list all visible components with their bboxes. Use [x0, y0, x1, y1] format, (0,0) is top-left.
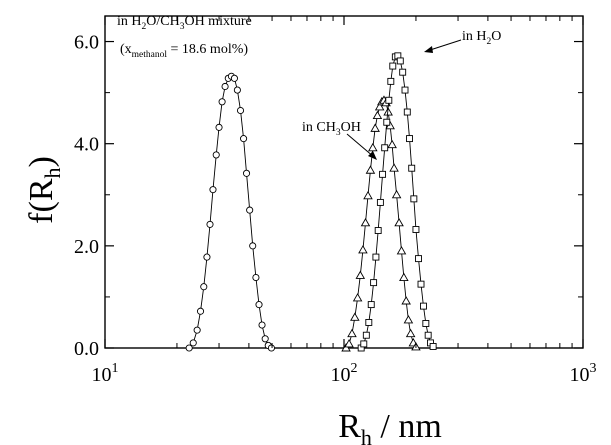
data-point-triangle — [389, 163, 399, 172]
x-tick-label: 101 — [92, 361, 119, 386]
data-point-square — [410, 195, 418, 203]
data-point-square — [379, 170, 387, 178]
data-point-square — [424, 331, 432, 339]
data-point-triangle — [399, 272, 409, 281]
data-point-square — [422, 320, 430, 327]
data-point-circle — [215, 123, 223, 131]
data-point-circle — [230, 74, 238, 82]
data-point-square — [367, 301, 375, 309]
data-point-triangle — [358, 245, 368, 254]
data-point-square — [415, 255, 422, 263]
data-point-circle — [267, 344, 275, 352]
data-point-square — [381, 144, 389, 152]
data-point-square — [399, 68, 407, 76]
data-point-circle — [203, 253, 211, 261]
x-axis-title: Rh / nm — [338, 408, 442, 445]
data-point-triangle — [344, 339, 354, 348]
data-point-circle — [246, 206, 254, 214]
data-point-square — [372, 253, 380, 261]
data-point-square — [412, 226, 420, 233]
data-point-circle — [196, 307, 205, 315]
data-point-triangle — [372, 110, 383, 120]
data-point-square — [406, 135, 413, 143]
x-tick-label: 102 — [331, 361, 358, 386]
data-point-circle — [206, 220, 214, 228]
data-point-triangle — [355, 270, 366, 279]
mixture-annotation-line1: in H2O/CH3OH mixture — [117, 14, 252, 32]
data-point-square — [420, 302, 427, 310]
data-point-circle — [233, 86, 241, 94]
data-point-circle — [252, 273, 260, 282]
data-point-triangle — [352, 293, 363, 302]
y-tick-label: 2.0 — [74, 236, 99, 258]
data-point-square — [429, 343, 437, 350]
data-point-triangle — [368, 142, 378, 152]
data-point-square — [362, 331, 370, 339]
data-point-triangle — [350, 312, 360, 321]
data-point-square — [396, 57, 404, 65]
data-point-triangle — [401, 296, 411, 305]
data-point-triangle — [396, 246, 407, 255]
data-point-triangle — [374, 102, 385, 111]
data-point-circle — [258, 321, 266, 329]
series-circle — [185, 72, 275, 352]
data-point-triangle — [391, 189, 402, 199]
mixture-annotation-line2: (xmethanol = 18.6 mol%) — [120, 42, 248, 60]
data-point-square — [417, 280, 425, 288]
data-point-circle — [185, 344, 193, 352]
series-line — [345, 99, 417, 349]
data-point-circle — [218, 98, 226, 106]
ticks-layer: 101 102 103 0.0 2.0 4.0 6.0 — [74, 16, 597, 386]
water-label-arrow — [424, 39, 462, 53]
data-point-square — [374, 227, 382, 234]
data-point-square — [383, 118, 391, 126]
data-point-triangle — [365, 165, 376, 174]
data-point-circle — [242, 169, 251, 177]
data-point-square — [370, 279, 378, 287]
data-point-square — [360, 340, 368, 348]
data-point-triangle — [370, 123, 380, 132]
data-point-triangle — [405, 328, 416, 338]
series-square — [357, 52, 437, 352]
data-point-triangle — [363, 190, 373, 200]
data-point-circle — [200, 283, 208, 291]
data-point-square — [403, 108, 411, 116]
data-point-square — [365, 319, 373, 326]
data-point-triangle — [394, 217, 404, 227]
data-point-triangle — [387, 139, 397, 149]
data-point-triangle — [403, 315, 414, 324]
data-point-circle — [189, 339, 197, 347]
plot-border — [104, 15, 584, 349]
data-point-square — [385, 96, 393, 104]
x-tick-label: 103 — [570, 361, 597, 386]
data-point-circle — [240, 135, 248, 143]
data-point-triangle — [347, 328, 357, 338]
series-layer — [185, 52, 437, 352]
data-point-square — [389, 62, 397, 70]
water-series-label: in H2O — [462, 29, 501, 47]
data-point-square — [376, 198, 384, 206]
data-point-circle — [209, 186, 217, 194]
data-point-circle — [236, 106, 245, 115]
data-point-square — [408, 164, 416, 172]
y-tick-label: 0.0 — [74, 338, 99, 360]
y-axis-title: f(Rh) — [23, 156, 65, 224]
data-point-square — [401, 86, 409, 94]
y-tick-label: 4.0 — [74, 134, 99, 156]
data-point-circle — [255, 301, 263, 309]
data-point-circle — [221, 82, 229, 91]
methanol-series-label: in CH3OH — [302, 120, 361, 138]
data-point-square — [387, 77, 395, 85]
data-point-circle — [261, 335, 269, 343]
y-tick-label: 6.0 — [74, 32, 99, 54]
data-point-triangle — [360, 217, 371, 227]
plot-frame — [104, 15, 584, 349]
data-point-circle — [249, 242, 257, 250]
data-point-circle — [212, 151, 220, 159]
methanol-label-arrow — [346, 133, 377, 160]
data-point-circle — [193, 326, 201, 334]
